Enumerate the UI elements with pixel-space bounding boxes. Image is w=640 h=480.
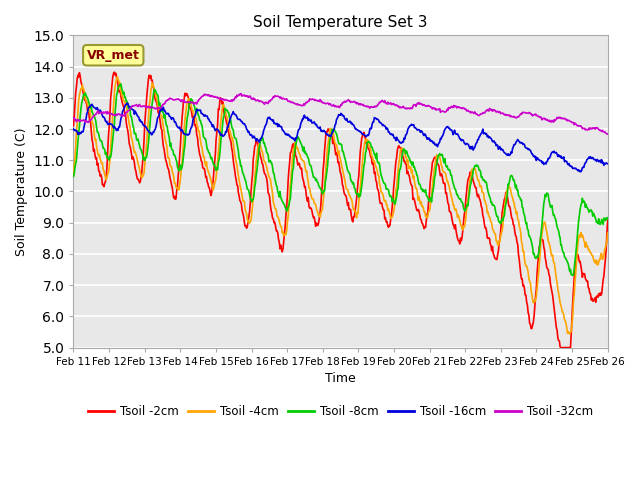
Tsoil -4cm <box>566 331 573 336</box>
Tsoil -4cm <box>189 108 197 114</box>
Tsoil -8cm <box>569 273 577 278</box>
Tsoil -2cm <box>557 345 564 350</box>
Tsoil -8cm <box>135 140 143 146</box>
Legend: Tsoil -2cm, Tsoil -4cm, Tsoil -8cm, Tsoil -16cm, Tsoil -32cm: Tsoil -2cm, Tsoil -4cm, Tsoil -8cm, Tsoi… <box>83 400 598 423</box>
Tsoil -2cm <box>189 114 197 120</box>
Text: VR_met: VR_met <box>87 49 140 62</box>
Tsoil -8cm <box>189 99 197 105</box>
Tsoil -32cm <box>217 96 225 102</box>
Tsoil -16cm <box>70 126 77 132</box>
Tsoil -4cm <box>79 86 87 92</box>
Y-axis label: Soil Temperature (C): Soil Temperature (C) <box>15 127 28 256</box>
Tsoil -32cm <box>237 91 244 96</box>
Tsoil -8cm <box>117 81 125 87</box>
Title: Soil Temperature Set 3: Soil Temperature Set 3 <box>253 15 428 30</box>
Tsoil -32cm <box>79 118 87 123</box>
Tsoil -16cm <box>189 117 197 122</box>
Tsoil -8cm <box>406 157 414 163</box>
Tsoil -2cm <box>406 177 414 183</box>
Tsoil -16cm <box>135 115 143 120</box>
Tsoil -4cm <box>406 166 414 171</box>
Tsoil -8cm <box>604 215 611 221</box>
Tsoil -16cm <box>79 129 87 134</box>
Tsoil -32cm <box>70 115 77 120</box>
Tsoil -8cm <box>422 187 429 192</box>
Tsoil -4cm <box>135 163 143 169</box>
Line: Tsoil -8cm: Tsoil -8cm <box>74 84 607 276</box>
Tsoil -16cm <box>577 169 585 175</box>
Tsoil -4cm <box>113 74 121 80</box>
Tsoil -16cm <box>406 123 414 129</box>
Tsoil -32cm <box>406 106 414 112</box>
Tsoil -8cm <box>218 132 225 138</box>
Tsoil -32cm <box>422 103 429 109</box>
Tsoil -4cm <box>218 114 225 120</box>
Tsoil -16cm <box>124 100 132 106</box>
Line: Tsoil -2cm: Tsoil -2cm <box>74 72 607 348</box>
Tsoil -16cm <box>604 161 611 167</box>
Tsoil -16cm <box>218 132 225 137</box>
Tsoil -2cm <box>135 178 143 184</box>
Tsoil -8cm <box>70 173 77 179</box>
Tsoil -8cm <box>79 94 87 99</box>
Tsoil -32cm <box>134 104 142 109</box>
X-axis label: Time: Time <box>325 372 356 385</box>
Tsoil -4cm <box>604 230 611 236</box>
Line: Tsoil -16cm: Tsoil -16cm <box>74 103 607 172</box>
Tsoil -2cm <box>79 89 87 95</box>
Tsoil -2cm <box>604 217 611 223</box>
Tsoil -32cm <box>189 99 196 105</box>
Tsoil -16cm <box>422 132 429 138</box>
Tsoil -2cm <box>111 69 118 75</box>
Tsoil -4cm <box>422 214 429 219</box>
Tsoil -2cm <box>70 123 77 129</box>
Tsoil -2cm <box>422 225 429 230</box>
Tsoil -2cm <box>218 96 225 102</box>
Line: Tsoil -4cm: Tsoil -4cm <box>74 77 607 334</box>
Tsoil -32cm <box>604 131 611 137</box>
Line: Tsoil -32cm: Tsoil -32cm <box>74 94 607 134</box>
Tsoil -4cm <box>70 173 77 179</box>
